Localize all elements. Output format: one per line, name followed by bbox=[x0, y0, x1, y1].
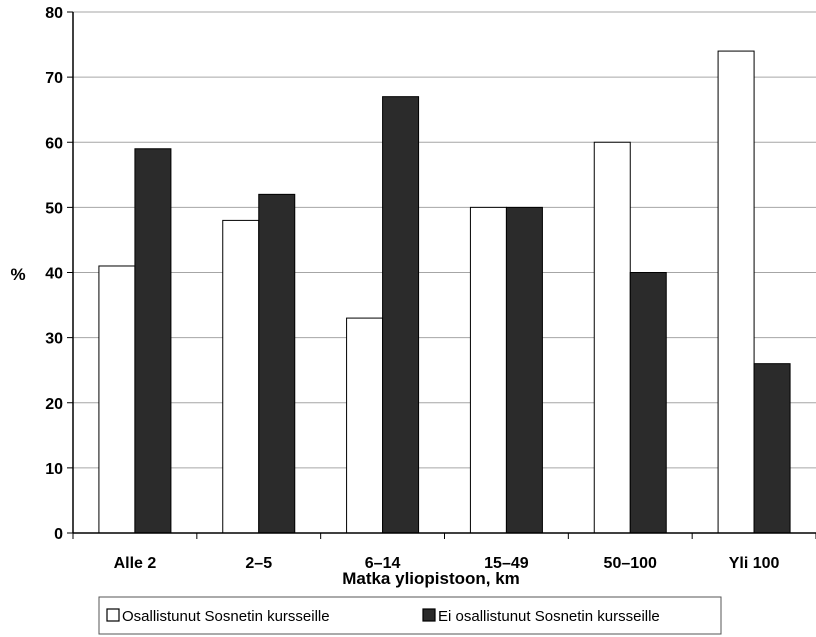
y-tick-label: 20 bbox=[45, 396, 63, 413]
legend-swatch-series-2 bbox=[422, 608, 436, 622]
bar-series-2 bbox=[629, 272, 667, 534]
legend-swatch-series-1 bbox=[106, 608, 120, 622]
x-axis-title: Matka yliopistoon, km bbox=[342, 569, 520, 588]
bar-series-1 bbox=[346, 317, 384, 534]
y-tick-label: 80 bbox=[45, 5, 63, 22]
bar-series-2 bbox=[134, 148, 172, 534]
legend: Osallistunut Sosnetin kursseille Ei osal… bbox=[98, 596, 722, 635]
bar-series-1 bbox=[222, 219, 260, 534]
bar-series-1 bbox=[593, 141, 631, 534]
bar-series-1 bbox=[469, 206, 507, 534]
bars bbox=[98, 50, 791, 534]
bar-series-1 bbox=[98, 265, 136, 534]
y-tick-label: 70 bbox=[45, 70, 63, 87]
bar-series-2 bbox=[505, 206, 543, 534]
x-tick-label: 50–100 bbox=[604, 555, 657, 572]
x-tick-label: Alle 2 bbox=[114, 555, 157, 572]
axes bbox=[67, 11, 816, 539]
legend-label-series-1: Osallistunut Sosnetin kursseille bbox=[122, 608, 330, 625]
y-tick-label: 50 bbox=[45, 200, 63, 217]
x-tick-label: Yli 100 bbox=[729, 555, 780, 572]
y-tick-labels: 0 10 20 30 40 50 60 70 80 bbox=[45, 5, 63, 543]
gridlines bbox=[73, 11, 816, 469]
bar-series-1 bbox=[717, 50, 755, 534]
y-axis-title: % bbox=[10, 265, 25, 284]
y-tick-label: 30 bbox=[45, 331, 63, 348]
y-tick-label: 10 bbox=[45, 461, 63, 478]
x-tick-label: 15–49 bbox=[484, 555, 529, 572]
y-tick-label: 40 bbox=[45, 266, 63, 283]
y-tick-label: 60 bbox=[45, 135, 63, 152]
x-tick-labels: Alle 2 2–5 6–14 15–49 50–100 Yli 100 bbox=[114, 555, 780, 572]
x-tick-label: 2–5 bbox=[245, 555, 272, 572]
bar-series-2 bbox=[753, 363, 791, 534]
legend-label-series-2: Ei osallistunut Sosnetin kursseille bbox=[438, 608, 660, 625]
bar-series-2 bbox=[382, 96, 420, 534]
x-tick-label: 6–14 bbox=[365, 555, 401, 572]
y-tick-label: 0 bbox=[54, 526, 63, 543]
legend-border bbox=[98, 596, 722, 635]
bar-series-2 bbox=[258, 193, 296, 534]
